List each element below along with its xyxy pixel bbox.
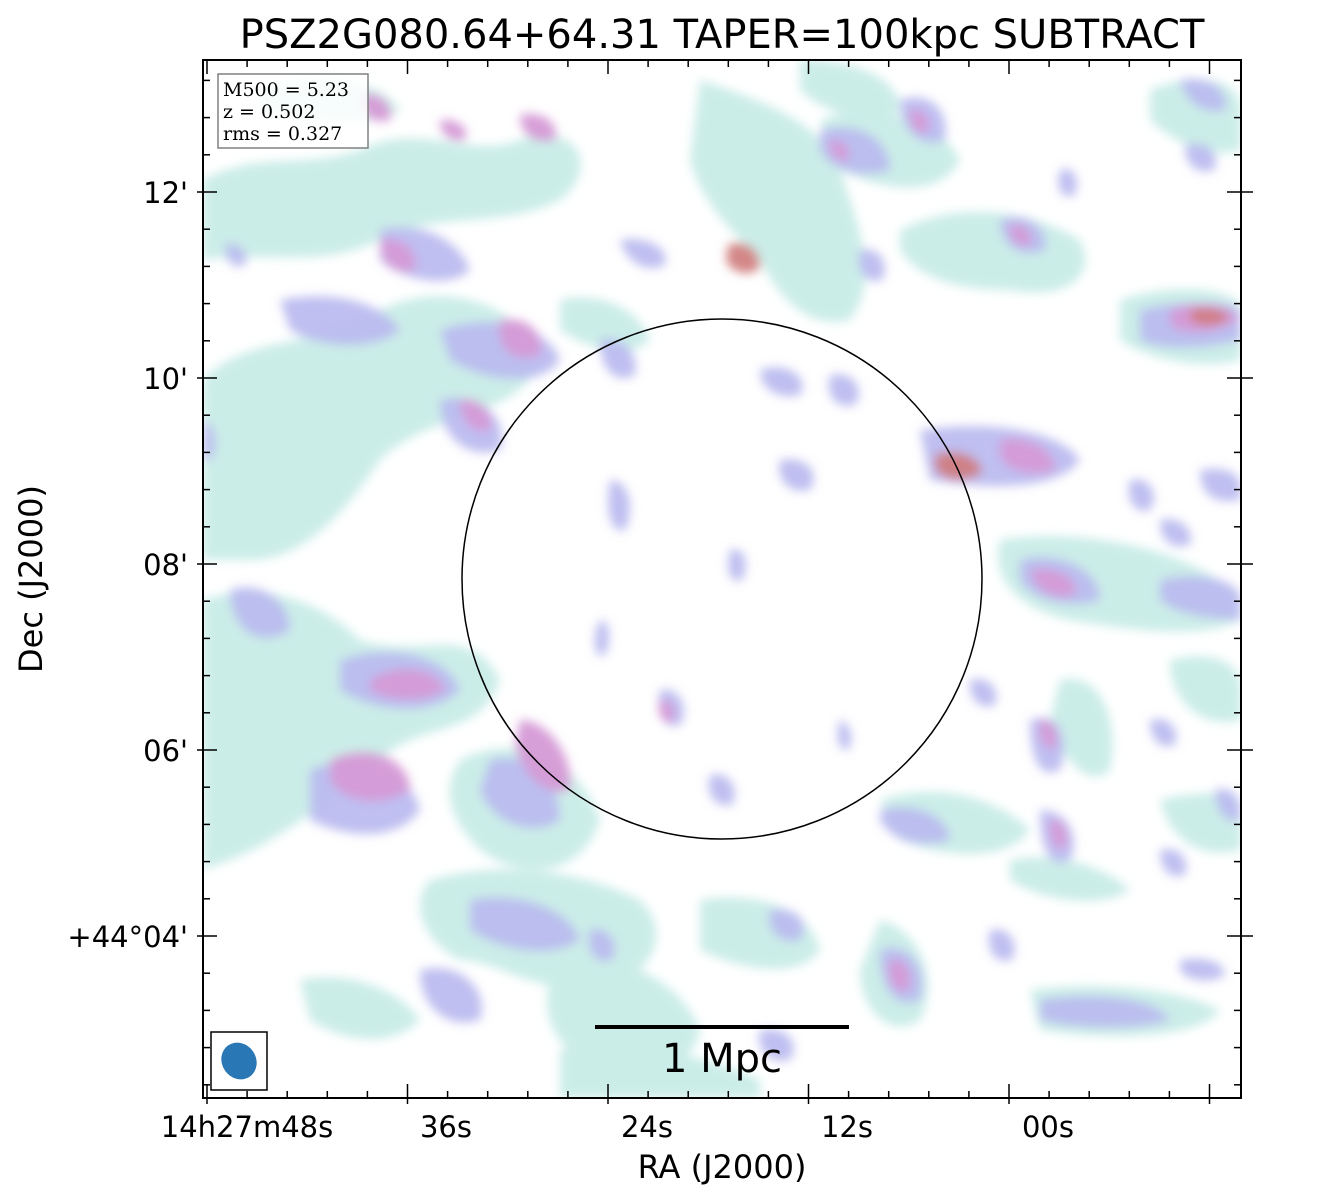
y-axis-label: Dec (J2000) [12, 485, 50, 673]
x-tick-label: 36s [420, 1110, 472, 1144]
y-tick-label: 08' [143, 548, 188, 582]
emission-peak [726, 242, 1228, 480]
y-tick-label: 10' [143, 362, 188, 396]
x-tick-label: 24s [621, 1110, 673, 1144]
beam-ellipse [221, 1042, 257, 1080]
chart-title: PSZ2G080.64+64.31 TAPER=100kpc SUBTRACT [240, 12, 1205, 58]
y-tick-label: +44°04' [67, 920, 188, 954]
x-tick-labels: 14h27m48s 36s 24s 12s 00s [161, 1110, 1074, 1144]
beam-indicator [210, 1031, 268, 1091]
info-box-frame [217, 73, 369, 149]
emission-high [330, 94, 1238, 991]
tick-marks [197, 60, 1253, 1104]
cluster-circle [461, 318, 983, 840]
x-tick-label: 14h27m48s [161, 1110, 333, 1144]
scale-bar-label: 1 Mpc [662, 1036, 782, 1082]
x-axis-label: RA (J2000) [638, 1148, 807, 1186]
y-tick-labels: 12' 10' 08' 06' +44°04' [67, 176, 188, 954]
y-tick-label: 12' [143, 176, 188, 210]
info-rms: rms = 0.327 [223, 123, 342, 145]
y-tick-label: 06' [143, 734, 188, 768]
plot-frame [202, 59, 1242, 1099]
x-tick-label: 12s [821, 1110, 873, 1144]
x-tick-label: 00s [1022, 1110, 1074, 1144]
info-redshift: z = 0.502 [223, 101, 315, 123]
info-box: M500 = 5.23 z = 0.502 rms = 0.327 [217, 73, 369, 149]
info-mass: M500 = 5.23 [223, 79, 349, 101]
scale-bar: 1 Mpc [595, 1025, 849, 1082]
